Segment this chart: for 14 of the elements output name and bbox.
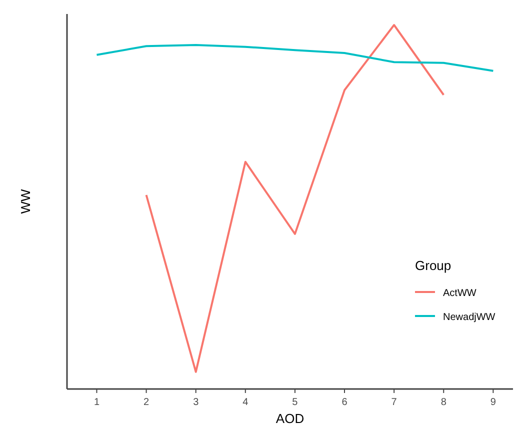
x-tick-label: 1 xyxy=(94,397,100,408)
x-tick-label: 5 xyxy=(292,397,298,408)
legend-label: ActWW xyxy=(443,288,477,299)
legend-title: Group xyxy=(415,258,452,273)
x-axis-title: AOD xyxy=(276,411,304,426)
x-tick-label: 6 xyxy=(342,397,348,408)
legend-label: NewadjWW xyxy=(443,312,496,323)
x-tick-label: 8 xyxy=(440,397,447,408)
x-tick-label: 2 xyxy=(144,397,150,408)
x-tick-label: 4 xyxy=(242,397,249,408)
y-axis-title: WW xyxy=(18,188,33,214)
x-tick-label: 9 xyxy=(490,397,496,408)
x-tick-label: 3 xyxy=(193,397,200,408)
x-tick-label: 7 xyxy=(391,397,398,408)
